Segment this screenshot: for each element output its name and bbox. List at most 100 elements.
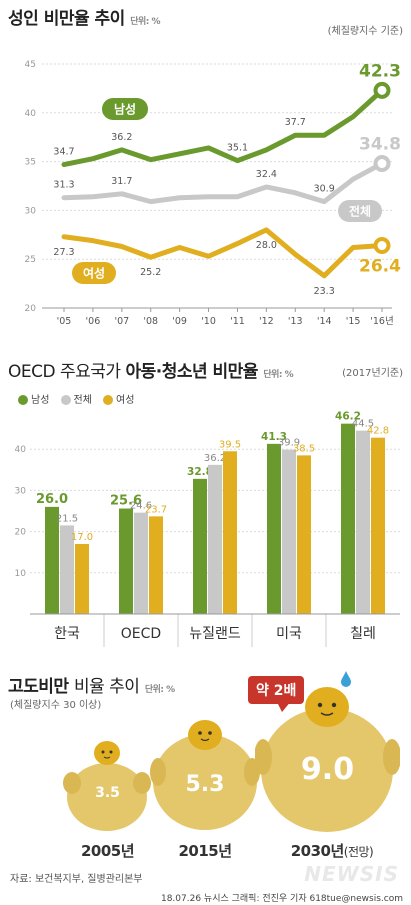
series-name-badge: [72, 262, 116, 284]
bar-3-1: [282, 449, 296, 614]
data-label: 27.3: [53, 247, 74, 258]
bar-value-label: 23.7: [145, 504, 167, 515]
bar-chart-title: OECD 주요국가 아동·청소년 비만율 단위: %: [8, 362, 294, 382]
data-point: [91, 239, 95, 243]
data-point-end: [373, 237, 391, 255]
category-label: 칠레: [350, 626, 376, 642]
data-point: [235, 195, 239, 199]
x-tick-label: '16년: [370, 316, 393, 327]
y-tick-label: 30: [25, 206, 37, 216]
sweat-drop-icon: [341, 671, 351, 687]
x-tick-label: '08: [143, 316, 158, 327]
line-chart-unit: 단위: %: [130, 17, 161, 27]
legend-dot-female: [103, 395, 113, 405]
year-label-2005: 2005년: [80, 842, 135, 860]
data-label: 25.2: [140, 267, 161, 278]
data-point: [264, 185, 268, 189]
data-point: [91, 157, 95, 161]
bar-chart-note: (2017년기준): [342, 368, 403, 379]
bar-1-1: [134, 512, 148, 614]
bar-3-0: [267, 443, 281, 614]
x-tick-label: '15: [346, 316, 361, 327]
data-point: [264, 228, 268, 232]
data-label: 23.3: [314, 286, 335, 297]
series-line-0: [61, 87, 385, 168]
y-tick-label: 45: [25, 60, 36, 70]
data-point: [149, 158, 153, 162]
bar-2-0: [193, 478, 207, 614]
y-tick-label: 40: [15, 445, 27, 455]
data-point: [120, 192, 124, 196]
blob-2005-value: 3.5: [95, 785, 120, 801]
x-tick-label: '11: [230, 316, 245, 327]
year-label-2015: 2015년: [178, 842, 232, 860]
data-point: [235, 159, 239, 163]
legend-item-total: 전체: [60, 395, 92, 406]
x-tick-label: '05: [57, 316, 72, 327]
data-label: 31.7: [111, 176, 132, 187]
data-point: [120, 148, 124, 152]
data-label: 30.9: [314, 184, 335, 195]
category-label: 미국: [276, 626, 302, 642]
series-name-label: 여성: [83, 266, 105, 281]
series-name-badge: [338, 200, 382, 222]
data-point: [91, 195, 95, 199]
data-point: [62, 235, 66, 239]
line-chart: 20 25 30 35 40 45 '05 '06 '07 '08 '09 '10 '11 '12 '13 '…: [25, 60, 402, 327]
x-tick-label: '09: [172, 316, 187, 327]
data-point: [322, 274, 326, 278]
y-tick-label: 20: [15, 528, 27, 538]
data-point: [293, 191, 297, 195]
bar-value-label: 36.2: [204, 453, 226, 464]
category-label: 뉴질랜드: [189, 626, 241, 642]
y-tick-label: 25: [25, 255, 36, 265]
legend-item-male: 남성: [18, 395, 49, 406]
source-text: 자료: 보건복지부, 질병관리본부: [10, 874, 143, 885]
data-point-end: [373, 81, 391, 99]
data-label: 36.2: [111, 132, 132, 143]
category-label: OECD: [121, 626, 161, 642]
data-label: 32.4: [256, 169, 277, 180]
data-point: [207, 195, 211, 199]
x-tick-label: '10: [201, 316, 216, 327]
bar-1-0: [119, 508, 133, 614]
severe-obesity-unit: 단위: %: [144, 685, 175, 695]
y-tick-label: 10: [15, 569, 27, 579]
bar-2-1: [208, 464, 222, 614]
bar-value-label: 21.5: [56, 513, 78, 524]
bar-value-label: 32.8: [187, 466, 213, 478]
blob-2030: [255, 687, 400, 832]
x-tick-label: '07: [114, 316, 129, 327]
credit-text: 18.07.26 뉴시스 그래픽: 전진우 기자 618tue@newsis.c…: [160, 894, 403, 904]
category-label: 한국: [54, 626, 80, 642]
x-tick-label: '12: [259, 316, 274, 327]
legend-item-female: 여성: [103, 395, 134, 406]
data-point: [178, 196, 182, 200]
data-point: [351, 245, 355, 249]
data-point: [120, 245, 124, 249]
data-point: [62, 196, 66, 200]
bar-4-0: [341, 423, 355, 614]
data-point: [293, 133, 297, 137]
bar-value-label: 39.9: [278, 438, 300, 449]
bar-3-2: [297, 455, 311, 614]
blob-2015-value: 5.3: [185, 772, 225, 797]
data-label: 35.1: [227, 143, 248, 154]
series-name-badge: [102, 98, 148, 120]
data-label: 37.7: [285, 117, 306, 128]
y-tick-label: 20: [25, 304, 37, 314]
year-label-2030: 2030년(전망): [290, 842, 374, 860]
x-tick-label: '13: [288, 316, 303, 327]
data-point: [293, 252, 297, 256]
y-tick-label: 30: [15, 486, 27, 496]
newsis-logo: NEWSIS: [304, 862, 399, 886]
x-tick-label: '06: [86, 316, 101, 327]
bar-value-label: 17.0: [71, 532, 93, 543]
data-label-end: 42.3: [359, 61, 401, 81]
bar-value-label: 24.6: [130, 501, 152, 512]
line-chart-note: (체질량지수 기준): [327, 26, 403, 37]
bar-value-label: 46.2: [335, 411, 361, 423]
data-point: [62, 163, 66, 167]
bar-4-2: [371, 437, 385, 614]
data-point: [322, 133, 326, 137]
